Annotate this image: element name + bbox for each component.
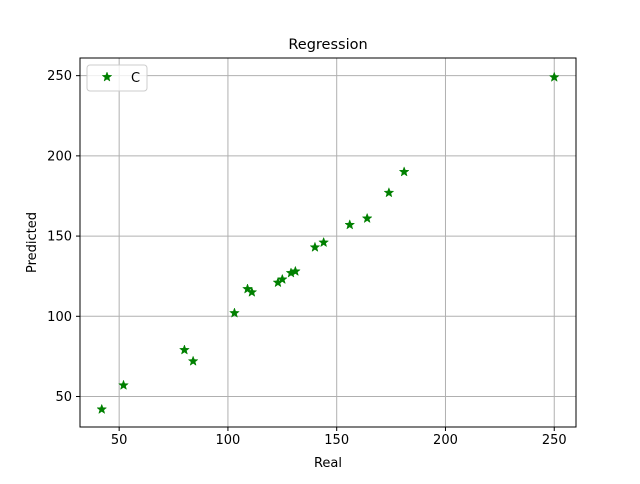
grid [80, 58, 576, 427]
legend-marker [101, 71, 113, 82]
x-tick-label: 100 [216, 433, 241, 448]
data-point [344, 219, 356, 230]
y-axis-label: Predicted [25, 212, 40, 273]
y-tick-label: 50 [55, 390, 72, 405]
y-axis-ticks: 50 100 150 200 250 [47, 69, 80, 405]
x-tick-label: 200 [433, 433, 458, 448]
data-point [96, 403, 108, 414]
y-tick-label: 100 [47, 310, 72, 325]
data-point [118, 379, 129, 390]
data-point [361, 212, 373, 224]
chart-title: Regression [288, 37, 367, 53]
data-point [383, 187, 395, 198]
data-point [178, 344, 190, 355]
data-point [246, 286, 258, 297]
y-tick-label: 150 [47, 230, 72, 245]
data-point [187, 355, 199, 366]
data-point [318, 236, 330, 248]
x-tick-label: 250 [542, 433, 567, 448]
legend-star-icon [101, 71, 113, 82]
data-points [96, 71, 560, 414]
data-point [276, 273, 288, 285]
legend: C [86, 64, 148, 92]
data-point [398, 166, 410, 177]
legend-box [86, 64, 148, 92]
x-tick-label: 50 [111, 433, 128, 448]
data-point [309, 241, 321, 252]
data-point [229, 307, 240, 318]
y-tick-label: 200 [47, 149, 72, 164]
x-tick-label: 150 [324, 433, 349, 448]
x-axis-ticks: 50 100 150 200 250 [111, 427, 567, 448]
plot-frame [79, 57, 577, 428]
y-tick-label: 250 [47, 69, 72, 84]
data-point [548, 71, 560, 82]
x-axis-label: Real [314, 456, 342, 471]
plot-area [80, 58, 576, 427]
legend-label: C [131, 71, 140, 86]
data-point [289, 265, 301, 276]
